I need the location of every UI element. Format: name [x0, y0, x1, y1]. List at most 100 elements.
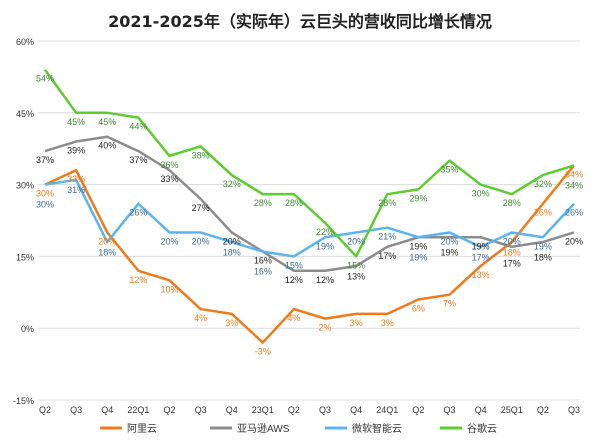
data-label: 28% [503, 198, 521, 208]
data-label: 27% [192, 203, 210, 213]
data-label: 15% [285, 260, 303, 270]
data-label: 54% [36, 74, 54, 84]
y-tick-label: 30% [16, 181, 34, 191]
data-label: 12% [285, 275, 303, 285]
data-label: 7% [443, 299, 456, 309]
data-label: 35% [441, 165, 459, 175]
data-label: 3% [350, 318, 363, 328]
legend-label: 谷歌云 [467, 422, 497, 435]
series-line-3 [43, 68, 575, 258]
data-label: -3% [255, 347, 271, 357]
data-label: 32% [534, 179, 552, 189]
data-label: 12% [129, 275, 147, 285]
y-tick-label: 60% [16, 37, 34, 47]
data-label: 32% [223, 179, 241, 189]
x-tick-label: 23Q1 [252, 405, 274, 415]
data-label: 13% [472, 270, 490, 280]
x-tick-label: Q3 [319, 405, 331, 415]
data-label: 37% [129, 155, 147, 165]
data-label: 28% [254, 198, 272, 208]
data-label: 22% [316, 227, 334, 237]
data-label: 33% [160, 174, 178, 184]
data-label: 19% [441, 247, 459, 257]
data-label: 28% [285, 198, 303, 208]
y-tick-label: 15% [16, 252, 34, 262]
data-label: 26% [565, 208, 583, 218]
series-line-1 [44, 135, 575, 273]
x-tick-label: Q3 [444, 405, 456, 415]
data-label: 2% [319, 323, 332, 333]
x-tick-label: Q3 [195, 405, 207, 415]
data-label: 40% [98, 141, 116, 151]
data-label: 20% [98, 236, 116, 246]
data-label: 20% [347, 236, 365, 246]
data-label: 10% [160, 284, 178, 294]
data-label: 17% [472, 252, 490, 262]
data-label: 4% [194, 313, 207, 323]
data-label: 34% [565, 180, 583, 190]
data-label: 20% [223, 236, 241, 246]
data-label: 19% [534, 241, 552, 251]
legend-label: 微软智能云 [352, 422, 402, 435]
data-label: 15% [347, 260, 365, 270]
data-label: 20% [192, 236, 210, 246]
x-tick-label: Q2 [163, 405, 175, 415]
series-line-0 [44, 164, 575, 344]
x-tick-label: Q4 [475, 405, 487, 415]
data-label: 18% [223, 247, 241, 257]
data-label: 26% [129, 208, 147, 218]
x-tick-label: Q4 [226, 405, 238, 415]
y-tick-label: -15% [13, 396, 34, 406]
y-tick-label: 45% [16, 109, 34, 119]
data-label: 37% [36, 155, 54, 165]
data-label: 18% [534, 252, 552, 262]
data-label: 30% [472, 189, 490, 199]
legend-label: 亚马逊AWS [237, 423, 290, 435]
data-label: 3% [225, 318, 238, 328]
x-tick-label: 22Q1 [127, 405, 149, 415]
data-label: 16% [254, 256, 272, 266]
x-tick-label: Q2 [537, 405, 549, 415]
data-label: 30% [36, 200, 54, 210]
data-label: 19% [316, 241, 334, 251]
data-label: 33% [67, 174, 85, 184]
y-tick-label: 0% [21, 324, 34, 334]
data-label: 39% [67, 146, 85, 156]
data-label: 20% [441, 236, 459, 246]
x-tick-label: Q4 [350, 405, 362, 415]
data-label: 19% [409, 252, 427, 262]
data-label: 4% [287, 313, 300, 323]
x-tick-label: Q2 [412, 405, 424, 415]
series-line-2 [44, 178, 575, 258]
data-label: 44% [129, 122, 147, 132]
data-label: 21% [378, 232, 396, 242]
data-label: 45% [67, 117, 85, 127]
data-label: 29% [409, 193, 427, 203]
x-tick-label: Q2 [288, 405, 300, 415]
data-label: 20% [565, 236, 583, 246]
data-label: 38% [192, 150, 210, 160]
data-label: 19% [409, 241, 427, 251]
x-tick-label: Q4 [101, 405, 113, 415]
data-label: 6% [412, 303, 425, 313]
chart-title: 2021-2025年（实际年）云巨头的营收同比增长情况 [108, 12, 492, 31]
data-label: 18% [503, 247, 521, 257]
data-label: 3% [381, 318, 394, 328]
x-tick-label: 24Q1 [376, 405, 398, 415]
x-tick-label: Q3 [70, 405, 82, 415]
data-label: 13% [347, 271, 365, 281]
x-tick-label: Q3 [568, 405, 580, 415]
data-label: 16% [254, 267, 272, 277]
data-label: 34% [565, 169, 583, 179]
x-tick-label: 25Q1 [501, 405, 523, 415]
x-tick-label: Q2 [39, 405, 51, 415]
data-label: 12% [316, 275, 334, 285]
data-label: 31% [67, 185, 85, 195]
data-label: 17% [378, 251, 396, 261]
data-label: 30% [36, 189, 54, 199]
data-label: 26% [534, 208, 552, 218]
data-label: 20% [503, 236, 521, 246]
data-label: 36% [160, 160, 178, 170]
